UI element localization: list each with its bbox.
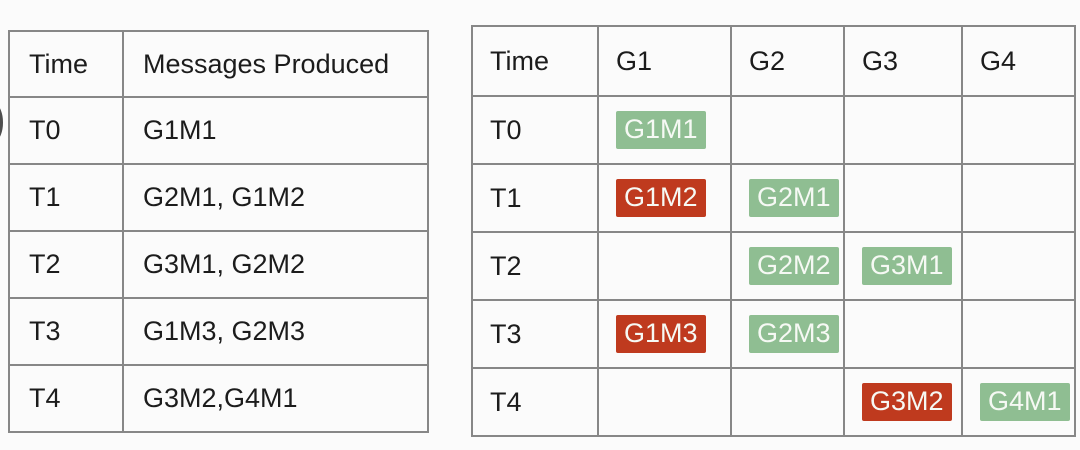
col-header-time: Time [8,30,124,98]
table-row: T3 G1M3, G2M3 [8,297,429,366]
group-cell: G4M1 [961,367,1076,437]
empty-cell [730,367,845,437]
group-cell: G3M1 [843,231,963,301]
message-badge: G3M2 [862,383,952,421]
col-header-g3: G3 [843,25,963,97]
empty-cell [843,299,963,369]
time-cell: T2 [8,230,124,299]
time-cell: T0 [8,96,124,165]
table-header-row: Time G1 G2 G3 G4 [471,25,1076,97]
messages-produced-table: Time Messages Produced T0 G1M1 T1 G2M1, … [8,30,429,433]
table-row: T1 G2M1, G1M2 [8,163,429,232]
group-cell: G1M1 [597,95,732,165]
empty-cell [730,95,845,165]
table-row: T2 G2M2 G3M1 [471,231,1076,301]
col-header-g2: G2 [730,25,845,97]
message-badge: G2M3 [749,315,839,353]
group-cell: G2M2 [730,231,845,301]
table-row: T1 G1M2 G2M1 [471,163,1076,233]
message-badge: G1M1 [616,111,706,149]
time-cell: T1 [8,163,124,232]
empty-cell [843,95,963,165]
col-header-messages-produced: Messages Produced [122,30,429,98]
message-badge: G1M2 [616,179,706,217]
empty-cell [597,231,732,301]
empty-cell [961,299,1076,369]
col-header-g4: G4 [961,25,1076,97]
empty-cell [961,163,1076,233]
empty-cell [961,231,1076,301]
messages-cell: G1M1 [122,96,429,165]
message-badge: G2M1 [749,179,839,217]
clipped-left-annotation: ) [0,96,6,144]
group-cell: G2M1 [730,163,845,233]
time-cell: T0 [471,95,599,165]
group-cell: G2M3 [730,299,845,369]
empty-cell [843,163,963,233]
table-row: T4 G3M2 G4M1 [471,367,1076,437]
messages-produced-table-container: Time Messages Produced T0 G1M1 T1 G2M1, … [8,30,429,433]
message-badge: G1M3 [616,315,706,353]
time-cell: T3 [8,297,124,366]
group-assignment-table: Time G1 G2 G3 G4 T0 G1M1 T1 G1M2 G2M1 [471,25,1076,437]
empty-cell [597,367,732,437]
messages-cell: G1M3, G2M3 [122,297,429,366]
table-row: T0 G1M1 [8,96,429,165]
message-badge: G4M1 [980,383,1070,421]
time-cell: T3 [471,299,599,369]
col-header-time: Time [471,25,599,97]
table-row: T0 G1M1 [471,95,1076,165]
table-row: T3 G1M3 G2M3 [471,299,1076,369]
group-cell: G1M2 [597,163,732,233]
time-cell: T4 [8,364,124,433]
time-cell: T2 [471,231,599,301]
empty-cell [961,95,1076,165]
messages-cell: G2M1, G1M2 [122,163,429,232]
messages-cell: G3M2,G4M1 [122,364,429,433]
table-row: T2 G3M1, G2M2 [8,230,429,299]
col-header-g1: G1 [597,25,732,97]
group-assignment-table-container: Time G1 G2 G3 G4 T0 G1M1 T1 G1M2 G2M1 [471,25,1076,437]
messages-cell: G3M1, G2M2 [122,230,429,299]
table-row: T4 G3M2,G4M1 [8,364,429,433]
message-badge: G2M2 [749,247,839,285]
message-badge: G3M1 [862,247,952,285]
time-cell: T1 [471,163,599,233]
table-header-row: Time Messages Produced [8,30,429,98]
group-cell: G1M3 [597,299,732,369]
group-cell: G3M2 [843,367,963,437]
time-cell: T4 [471,367,599,437]
